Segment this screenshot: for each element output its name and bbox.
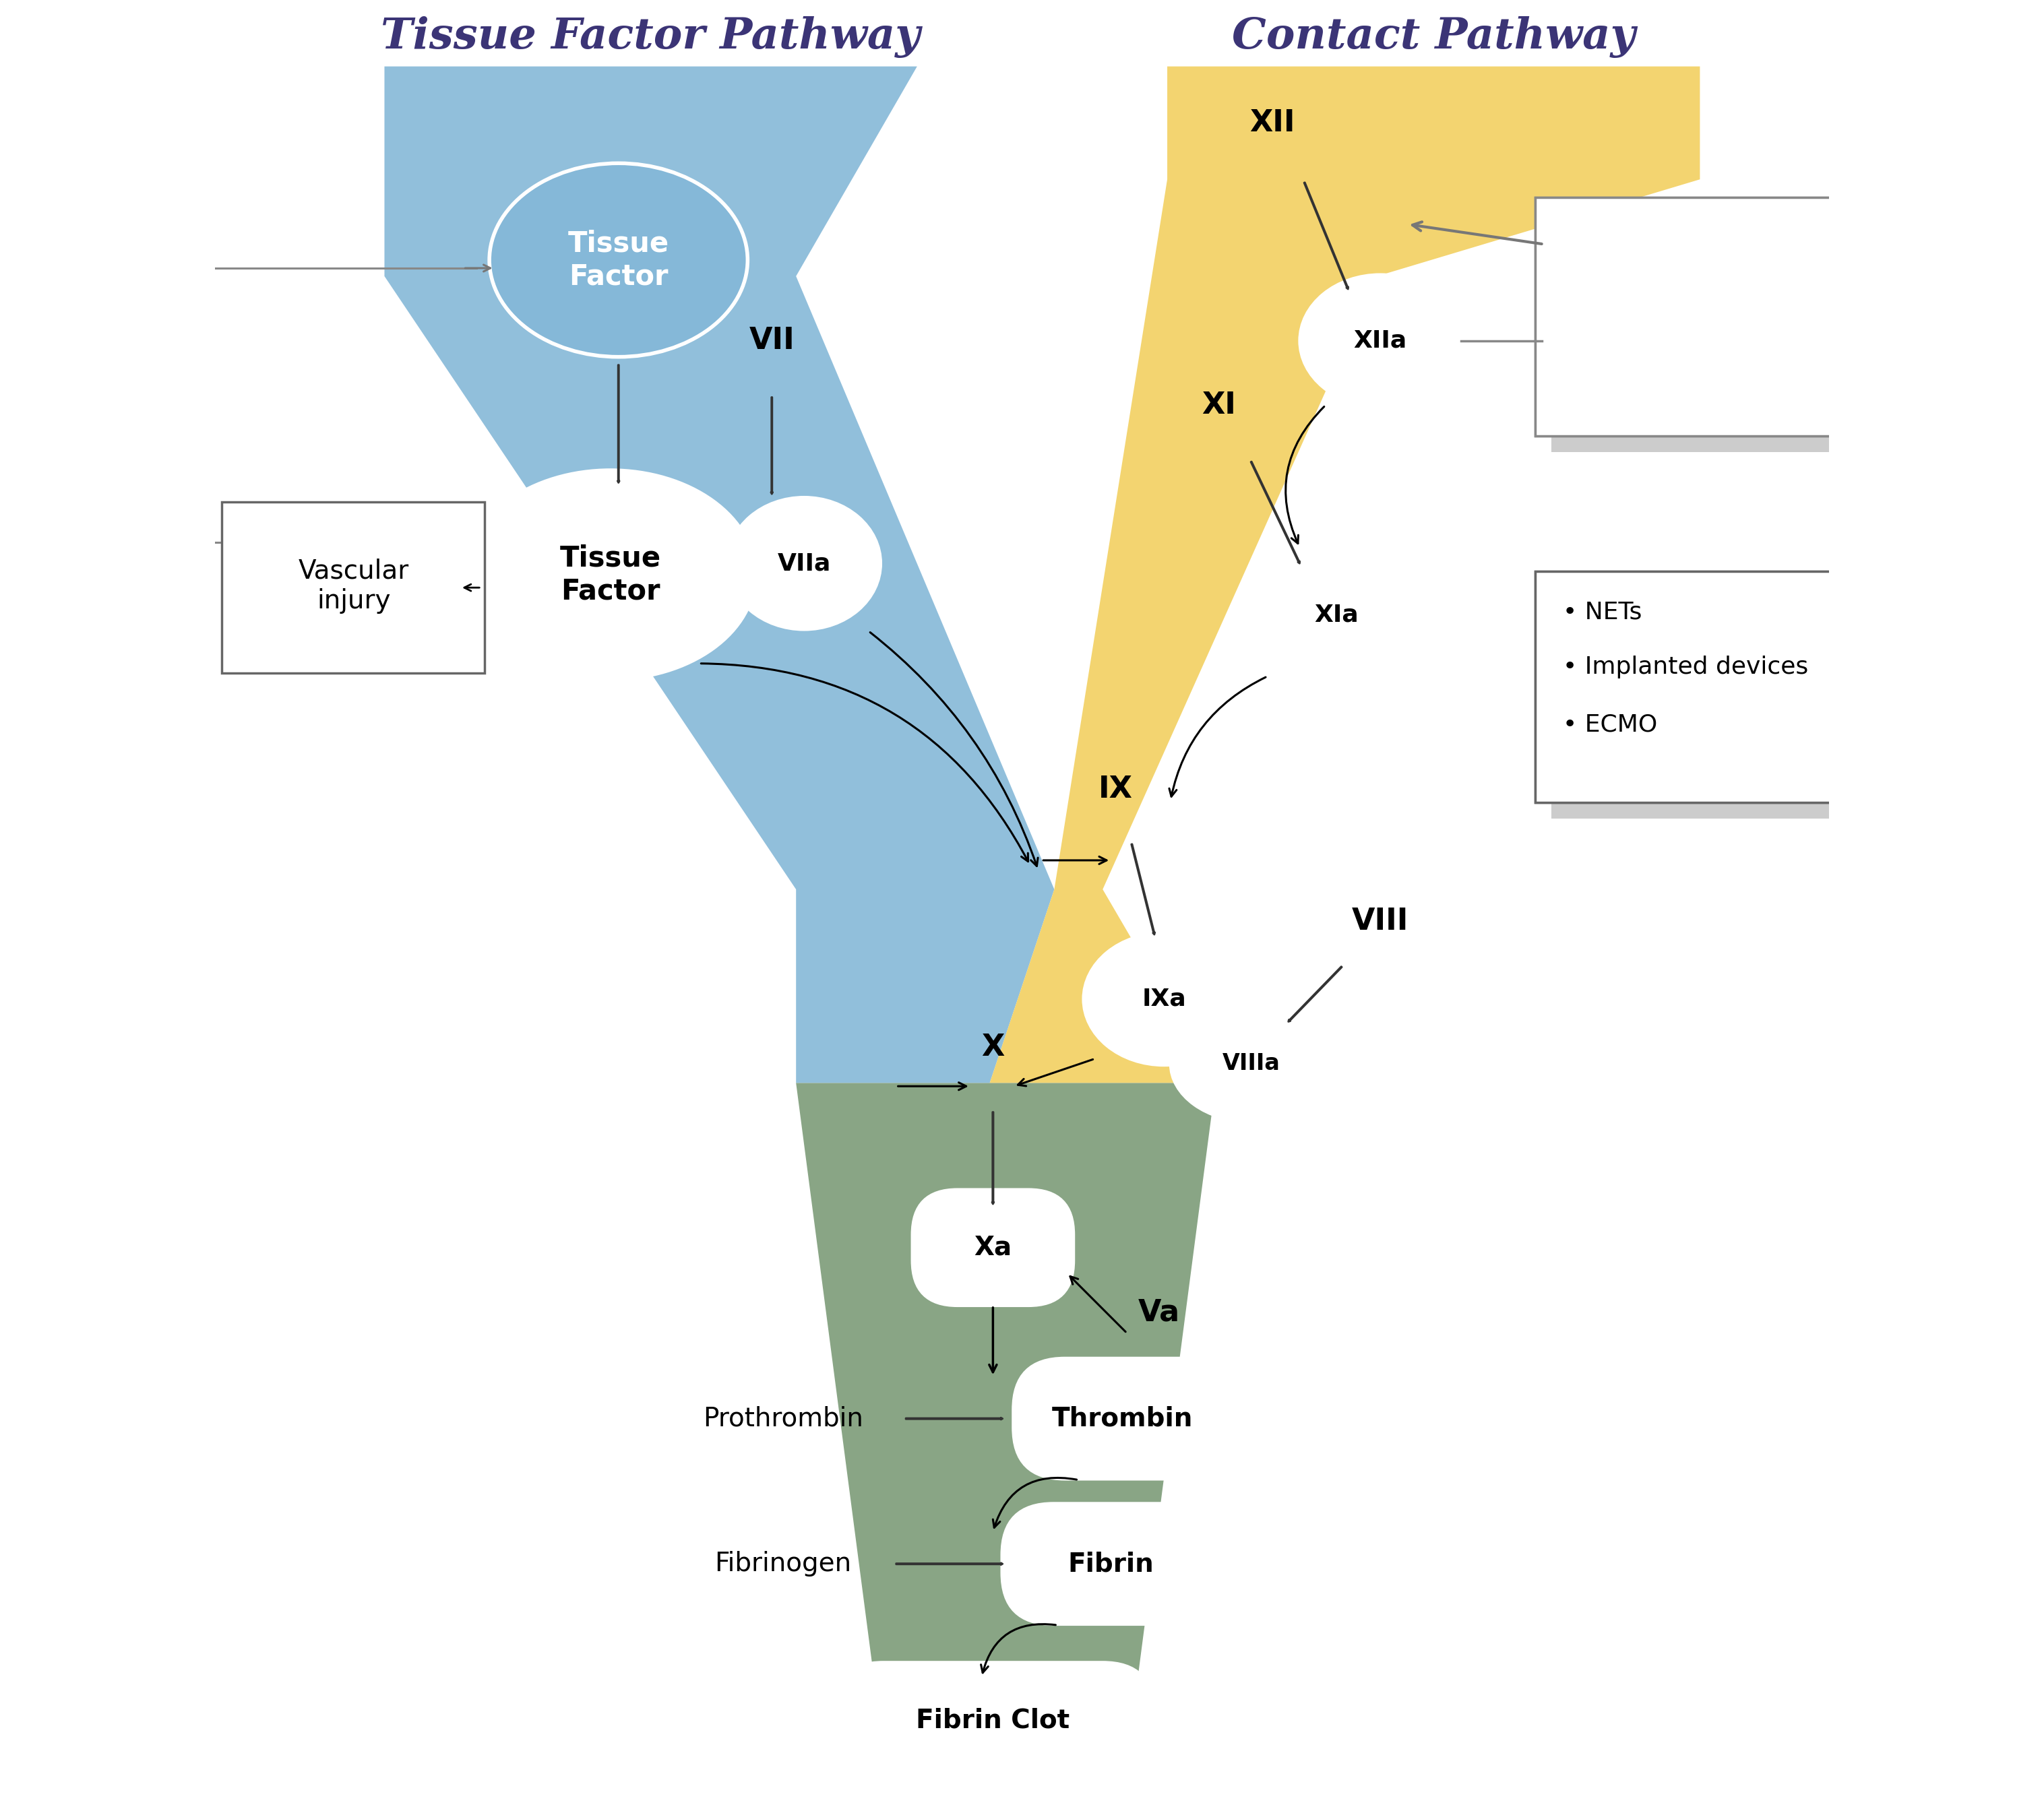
Text: Contact Pathway: Contact Pathway bbox=[1233, 16, 1635, 58]
Text: • NETs: • NETs bbox=[1564, 601, 1641, 623]
Text: XII: XII bbox=[1249, 109, 1296, 138]
Text: Tissue Factor Pathway: Tissue Factor Pathway bbox=[380, 16, 920, 58]
Text: Prothrombin: Prothrombin bbox=[703, 1405, 863, 1431]
Text: Va: Va bbox=[1139, 1298, 1179, 1327]
Text: VIIa: VIIa bbox=[777, 552, 830, 574]
FancyBboxPatch shape bbox=[832, 1662, 1155, 1778]
Polygon shape bbox=[989, 67, 1701, 1083]
FancyBboxPatch shape bbox=[912, 1190, 1073, 1306]
Text: VIIIa: VIIIa bbox=[1222, 1052, 1280, 1074]
Text: XIa: XIa bbox=[1314, 603, 1359, 627]
Text: Tissue
Factor: Tissue Factor bbox=[560, 543, 660, 605]
Ellipse shape bbox=[1300, 275, 1461, 407]
Polygon shape bbox=[384, 67, 1055, 1083]
Text: Fibrinogen: Fibrinogen bbox=[715, 1550, 852, 1577]
Text: IX: IX bbox=[1098, 775, 1132, 804]
FancyBboxPatch shape bbox=[1014, 1358, 1230, 1480]
Ellipse shape bbox=[1257, 549, 1416, 681]
Text: Vascular
injury: Vascular injury bbox=[298, 558, 409, 614]
Text: XIIa: XIIa bbox=[1353, 330, 1406, 351]
Ellipse shape bbox=[1083, 933, 1245, 1065]
Text: XI: XI bbox=[1202, 391, 1237, 420]
Ellipse shape bbox=[728, 498, 881, 630]
Ellipse shape bbox=[466, 469, 756, 679]
Text: IXa: IXa bbox=[1143, 987, 1186, 1011]
Text: Xa: Xa bbox=[975, 1235, 1012, 1260]
Text: Fibrin: Fibrin bbox=[1067, 1550, 1153, 1577]
Ellipse shape bbox=[1171, 1005, 1333, 1121]
FancyBboxPatch shape bbox=[1551, 214, 1848, 453]
FancyBboxPatch shape bbox=[1535, 197, 1831, 436]
Text: Thrombin: Thrombin bbox=[1051, 1405, 1192, 1431]
FancyBboxPatch shape bbox=[1535, 572, 1927, 802]
Text: X: X bbox=[981, 1032, 1004, 1061]
Text: VIII: VIII bbox=[1351, 907, 1408, 936]
FancyBboxPatch shape bbox=[221, 502, 484, 674]
FancyBboxPatch shape bbox=[1535, 572, 1927, 802]
Text: Tissue
Factor: Tissue Factor bbox=[568, 230, 668, 290]
Polygon shape bbox=[795, 1083, 1216, 1760]
Text: • ECMO: • ECMO bbox=[1564, 714, 1658, 737]
Text: • Implanted devices: • Implanted devices bbox=[1564, 656, 1809, 677]
Text: Fibrin Clot: Fibrin Clot bbox=[916, 1708, 1069, 1733]
FancyBboxPatch shape bbox=[1551, 587, 1944, 819]
Text: VII: VII bbox=[748, 326, 795, 355]
FancyBboxPatch shape bbox=[1002, 1503, 1220, 1624]
FancyBboxPatch shape bbox=[1535, 197, 1831, 436]
Ellipse shape bbox=[489, 163, 748, 357]
